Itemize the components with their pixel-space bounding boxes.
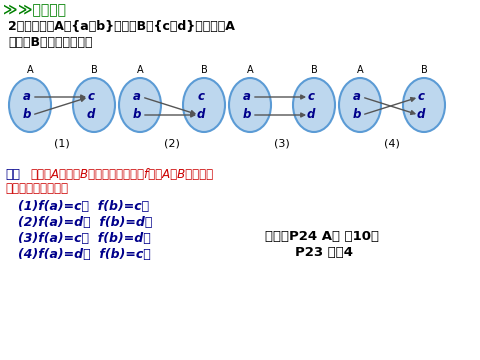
Text: B: B <box>91 65 97 75</box>
Text: (4): (4) <box>384 138 400 148</box>
Text: (1): (1) <box>54 138 70 148</box>
Text: (3): (3) <box>274 138 290 148</box>
Text: d: d <box>197 108 205 122</box>
Text: 解：: 解： <box>5 168 20 181</box>
Text: a: a <box>23 90 31 104</box>
Text: (1)f(a)=c，  f(b)=c；: (1)f(a)=c， f(b)=c； <box>18 200 149 213</box>
Text: B: B <box>201 65 207 75</box>
Ellipse shape <box>183 78 225 132</box>
Text: A: A <box>357 65 363 75</box>
Text: a: a <box>353 90 361 104</box>
Ellipse shape <box>229 78 271 132</box>
Text: P23 练亙4: P23 练亙4 <box>295 246 353 259</box>
Text: b: b <box>23 108 31 122</box>
Text: (3)f(a)=c，  f(b)=d；: (3)f(a)=c， f(b)=d； <box>18 232 151 245</box>
Text: A: A <box>27 65 33 75</box>
Text: c: c <box>87 90 95 104</box>
Text: A: A <box>137 65 144 75</box>
Text: ≫: ≫ <box>3 3 17 17</box>
Ellipse shape <box>403 78 445 132</box>
Ellipse shape <box>9 78 51 132</box>
Text: a: a <box>133 90 141 104</box>
Text: (2)f(a)=d，  f(b)=d；: (2)f(a)=d， f(b)=d； <box>18 216 152 229</box>
Text: 到集合B的映射有哪些？: 到集合B的映射有哪些？ <box>8 36 93 49</box>
Text: ≫映射概念: ≫映射概念 <box>18 3 66 17</box>
Text: 设集合A到集合B之间的对应关系为f，则A到B之间的映: 设集合A到集合B之间的对应关系为f，则A到B之间的映 <box>30 168 213 181</box>
Text: d: d <box>417 108 425 122</box>
Text: b: b <box>243 108 251 122</box>
Text: b: b <box>353 108 361 122</box>
Ellipse shape <box>339 78 381 132</box>
Text: b: b <box>133 108 141 122</box>
Ellipse shape <box>119 78 161 132</box>
Text: (4)f(a)=d，  f(b)=c；: (4)f(a)=d， f(b)=c； <box>18 248 151 261</box>
Text: d: d <box>307 108 315 122</box>
Text: (2): (2) <box>164 138 180 148</box>
Text: 2、已知集合A＝{a，b}，集合B＝{c，d}，由集合A: 2、已知集合A＝{a，b}，集合B＝{c，d}，由集合A <box>8 20 235 33</box>
Text: c: c <box>308 90 314 104</box>
Ellipse shape <box>73 78 115 132</box>
Text: c: c <box>418 90 424 104</box>
Text: a: a <box>243 90 251 104</box>
Text: A: A <box>247 65 253 75</box>
Text: 射有以下几种情况：: 射有以下几种情况： <box>5 182 68 195</box>
Ellipse shape <box>293 78 335 132</box>
Text: B: B <box>311 65 317 75</box>
Text: c: c <box>197 90 204 104</box>
Text: B: B <box>420 65 427 75</box>
Text: d: d <box>87 108 95 122</box>
Text: 练习：P24 A组 第10题: 练习：P24 A组 第10题 <box>265 230 379 243</box>
